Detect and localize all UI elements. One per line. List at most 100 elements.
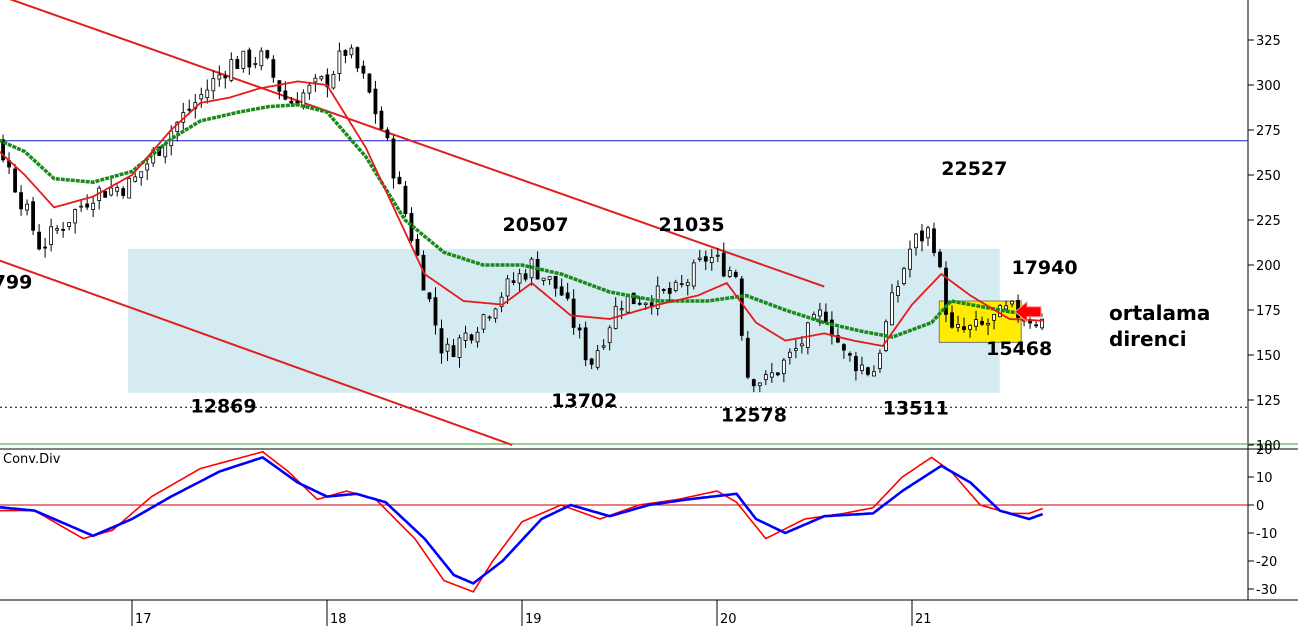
price-tick-label: 225 [1256,214,1281,229]
candle-body [733,271,738,277]
candle-body [866,367,870,375]
candle-body [361,65,366,74]
candle-body [926,227,930,239]
price-tick-label: 350 [1256,0,1281,4]
date-tick-label: 20 [720,612,737,626]
candle-body [1034,324,1038,327]
candle-body [115,187,120,192]
candle-body [433,297,438,326]
candle-body [583,327,588,361]
candle-body [463,332,468,341]
macd-tick-label: -10 [1256,527,1277,542]
moving-average-green [0,103,1043,339]
price-tick-label: 200 [1256,259,1281,274]
candle-body [547,276,552,280]
candle-body [313,77,318,83]
candle-body [199,94,204,100]
macd-line [0,450,1043,593]
candle-body [523,273,528,280]
candle-body [553,275,558,289]
candle-body [127,177,132,199]
candle-body [61,228,66,231]
trend-channel [0,0,825,446]
candle-body [703,256,708,262]
candle-body [265,50,270,59]
candle-body [980,320,984,325]
candle-body [727,270,732,277]
candle-body [415,238,420,256]
candle-body [205,89,210,99]
candle-body [715,254,720,257]
candle-body [487,316,492,319]
candle-body [331,73,336,89]
candle-body [950,312,954,328]
macd-panel: Conv.Div -30 -20 -10 0 10 20 [0,443,1277,598]
candle-body [817,309,822,317]
candle-body [505,278,510,297]
candle-body [469,334,474,341]
side-note-line: ortalama [1109,301,1210,325]
candle-body [823,311,828,323]
candle-body [769,372,774,378]
candle-body [878,352,882,369]
candle-body [691,262,696,287]
candle-body [319,76,324,80]
date-axis: 17 18 19 20 21 [131,600,932,626]
price-annotation-label: 12578 [721,405,787,427]
candle-body [962,326,966,330]
candle-body [908,248,912,270]
side-note-line: direnci [1109,327,1187,351]
candle-body [673,281,678,291]
candle-body [619,308,624,311]
candle-body [445,343,450,352]
candle-body [481,314,486,330]
candle-body [968,325,972,330]
candle-body [775,372,780,376]
candle-body [307,84,312,94]
candle-body [836,335,840,343]
price-tick-label: 275 [1256,124,1281,139]
candle-body [643,302,648,306]
candle-body [337,50,342,74]
candle-body [956,324,960,328]
candle-body [121,188,126,196]
price-annotation-label: 15468 [986,338,1052,360]
candle-body [986,323,990,326]
candle-body [854,356,858,372]
candle-body [247,49,252,68]
candle-body [85,203,90,208]
candle-body [229,59,234,81]
channel-upper-line [9,0,825,288]
price-tick-label: 250 [1256,169,1281,184]
price-annotation-label: 19799 [0,271,32,293]
candle-body [920,230,924,242]
candle-body [403,185,408,214]
candle-body [13,168,17,193]
candle-body [896,286,900,296]
candle-body [661,289,666,291]
price-annotations: 19799 12869 20507 13702 21035 12578 13511 22527… [0,158,1078,427]
candle-body [283,90,288,100]
candle-body [763,374,768,381]
candle-body [397,176,402,185]
candle-body [565,292,570,299]
candle-body [685,282,690,286]
candle-body [217,74,222,80]
candle-body [655,285,660,309]
candle-body [860,364,864,371]
candle-body [902,268,906,284]
candle-body [139,171,144,178]
candle-body [91,202,96,210]
candle-body [805,322,810,348]
candle-body [235,59,240,70]
red-arrow-icon [1014,300,1042,323]
candle-body [589,358,594,365]
candle-body [787,351,792,358]
candle-body [343,50,348,56]
price-annotation-label: 21035 [659,214,725,236]
candle-body [109,187,114,196]
candle-body [721,252,726,277]
candle-body [938,251,942,268]
candle-body [145,163,150,171]
